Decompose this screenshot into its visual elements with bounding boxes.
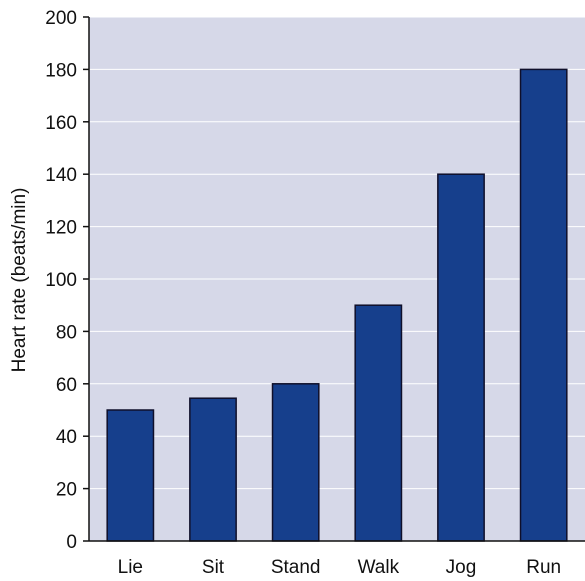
x-tick-label: Jog	[446, 557, 477, 578]
bar-jog	[437, 173, 485, 542]
bar-lie	[106, 409, 155, 542]
y-tick-label: 100	[45, 270, 77, 291]
x-tick-label: Walk	[358, 557, 400, 578]
bar-run	[519, 68, 568, 542]
x-axis-ticks: Lie Sit Stand Walk Jog Run	[118, 557, 561, 578]
y-axis-ticks: 0 20 40 60 80 100 120 140 160 180 200	[45, 8, 89, 553]
x-tick-label: Run	[526, 557, 561, 578]
y-tick-label: 60	[56, 375, 77, 396]
x-tick-label: Lie	[118, 557, 143, 578]
y-tick-label: 80	[56, 322, 77, 343]
x-tick-label: Sit	[202, 557, 225, 578]
y-tick-label: 120	[45, 218, 77, 239]
y-tick-label: 180	[45, 60, 77, 81]
y-axis-title: Heart rate (beats/min)	[9, 188, 30, 373]
bar-walk	[354, 304, 403, 542]
y-tick-label: 160	[45, 113, 77, 134]
grid-lines	[89, 16, 585, 490]
x-tick-label: Stand	[271, 557, 321, 578]
y-tick-label: 200	[45, 8, 77, 29]
y-tick-label: 140	[45, 165, 77, 186]
y-tick-label: 20	[56, 480, 77, 501]
y-tick-label: 0	[66, 532, 77, 553]
bar-stand	[271, 383, 320, 542]
y-tick-label: 40	[56, 427, 77, 448]
bar-sit	[189, 397, 237, 542]
